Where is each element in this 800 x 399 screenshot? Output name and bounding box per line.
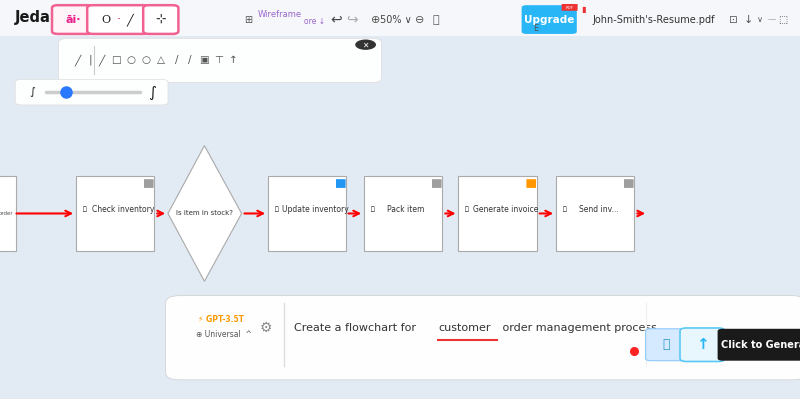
Text: ∫: ∫ — [29, 87, 35, 97]
Text: Generate invoice: Generate invoice — [473, 205, 538, 214]
Text: 📦: 📦 — [370, 207, 374, 212]
FancyBboxPatch shape — [646, 329, 687, 361]
Text: ↪: ↪ — [346, 12, 358, 27]
Text: ↑: ↑ — [696, 337, 709, 352]
Text: Check inventory: Check inventory — [93, 205, 154, 214]
FancyBboxPatch shape — [143, 5, 178, 34]
Text: O: O — [102, 14, 111, 25]
Text: ·: · — [117, 13, 120, 26]
FancyBboxPatch shape — [87, 5, 149, 34]
Text: ╱: ╱ — [98, 54, 105, 66]
FancyBboxPatch shape — [718, 329, 800, 361]
FancyBboxPatch shape — [76, 176, 154, 251]
Text: John-Smith's-Resume.pdf: John-Smith's-Resume.pdf — [592, 14, 714, 25]
Text: ╱: ╱ — [126, 13, 133, 26]
Text: Is item in stock?: Is item in stock? — [176, 210, 233, 217]
Text: ∫: ∫ — [148, 85, 156, 100]
Text: ⚙: ⚙ — [259, 321, 272, 335]
Text: —: — — [768, 15, 776, 24]
Circle shape — [355, 40, 376, 50]
Text: ⚡ GPT-3.5T: ⚡ GPT-3.5T — [198, 316, 245, 324]
Text: ✋: ✋ — [433, 14, 439, 25]
Text: order management process: order management process — [499, 323, 657, 333]
Text: ↩: ↩ — [330, 12, 342, 27]
FancyBboxPatch shape — [268, 176, 346, 251]
Text: 🔍: 🔍 — [82, 207, 86, 212]
FancyBboxPatch shape — [166, 296, 800, 380]
Text: ○: ○ — [126, 55, 136, 65]
Text: 🔄: 🔄 — [274, 207, 278, 212]
Text: ⊖: ⊖ — [415, 14, 425, 25]
Text: Wireframe: Wireframe — [258, 10, 302, 19]
FancyBboxPatch shape — [458, 176, 537, 251]
Text: Jeda.: Jeda. — [14, 10, 56, 26]
Text: PDF: PDF — [566, 6, 574, 10]
FancyBboxPatch shape — [556, 176, 634, 251]
FancyBboxPatch shape — [364, 176, 442, 251]
Text: /: / — [188, 55, 191, 65]
Text: ⊞: ⊞ — [244, 14, 252, 25]
Text: ⊹: ⊹ — [155, 13, 166, 26]
FancyBboxPatch shape — [144, 179, 154, 188]
Text: ↓: ↓ — [743, 14, 753, 25]
Text: ⊕: ⊕ — [371, 14, 381, 25]
Text: ╱: ╱ — [74, 54, 81, 66]
Text: ore ↓: ore ↓ — [304, 18, 325, 26]
Text: Pack item: Pack item — [386, 205, 424, 214]
Text: □: □ — [111, 55, 121, 65]
Text: 📤: 📤 — [562, 207, 566, 212]
Text: Upgrade: Upgrade — [525, 14, 574, 25]
Polygon shape — [168, 146, 242, 281]
FancyBboxPatch shape — [336, 179, 346, 188]
FancyBboxPatch shape — [624, 179, 634, 188]
FancyBboxPatch shape — [52, 5, 94, 34]
Text: 50% ∨: 50% ∨ — [380, 14, 412, 25]
Text: ⊡: ⊡ — [729, 14, 737, 25]
Text: ▣: ▣ — [199, 55, 209, 65]
Text: Send inv...: Send inv... — [578, 205, 618, 214]
Text: 🧾: 🧾 — [465, 207, 469, 212]
FancyBboxPatch shape — [15, 79, 168, 105]
Text: Update inventory: Update inventory — [282, 205, 349, 214]
Text: /: / — [175, 55, 178, 65]
Text: ⛓: ⛓ — [662, 338, 670, 351]
Text: ↑: ↑ — [229, 55, 237, 65]
FancyBboxPatch shape — [0, 0, 800, 36]
Text: order: order — [0, 211, 14, 216]
FancyBboxPatch shape — [680, 328, 725, 361]
Text: ○: ○ — [141, 55, 150, 65]
FancyBboxPatch shape — [562, 4, 578, 11]
Text: ⬚: ⬚ — [778, 14, 787, 25]
Text: āi·: āi· — [65, 14, 81, 25]
FancyBboxPatch shape — [58, 38, 382, 83]
Text: |: | — [89, 55, 92, 65]
FancyBboxPatch shape — [432, 179, 442, 188]
Text: ✕: ✕ — [362, 40, 369, 49]
FancyBboxPatch shape — [522, 5, 577, 34]
Text: Create a flowchart for: Create a flowchart for — [294, 323, 419, 333]
Text: Click to Generate: Click to Generate — [721, 340, 800, 350]
FancyBboxPatch shape — [526, 179, 536, 188]
Text: ▮: ▮ — [581, 6, 586, 14]
Text: ∨: ∨ — [757, 15, 763, 24]
Text: E: E — [533, 24, 538, 33]
Text: customer: customer — [438, 323, 491, 333]
Text: △: △ — [157, 55, 165, 65]
Text: ⊤: ⊤ — [214, 55, 223, 65]
Text: ⊕ Universal  ^: ⊕ Universal ^ — [196, 330, 252, 339]
FancyBboxPatch shape — [0, 176, 16, 251]
